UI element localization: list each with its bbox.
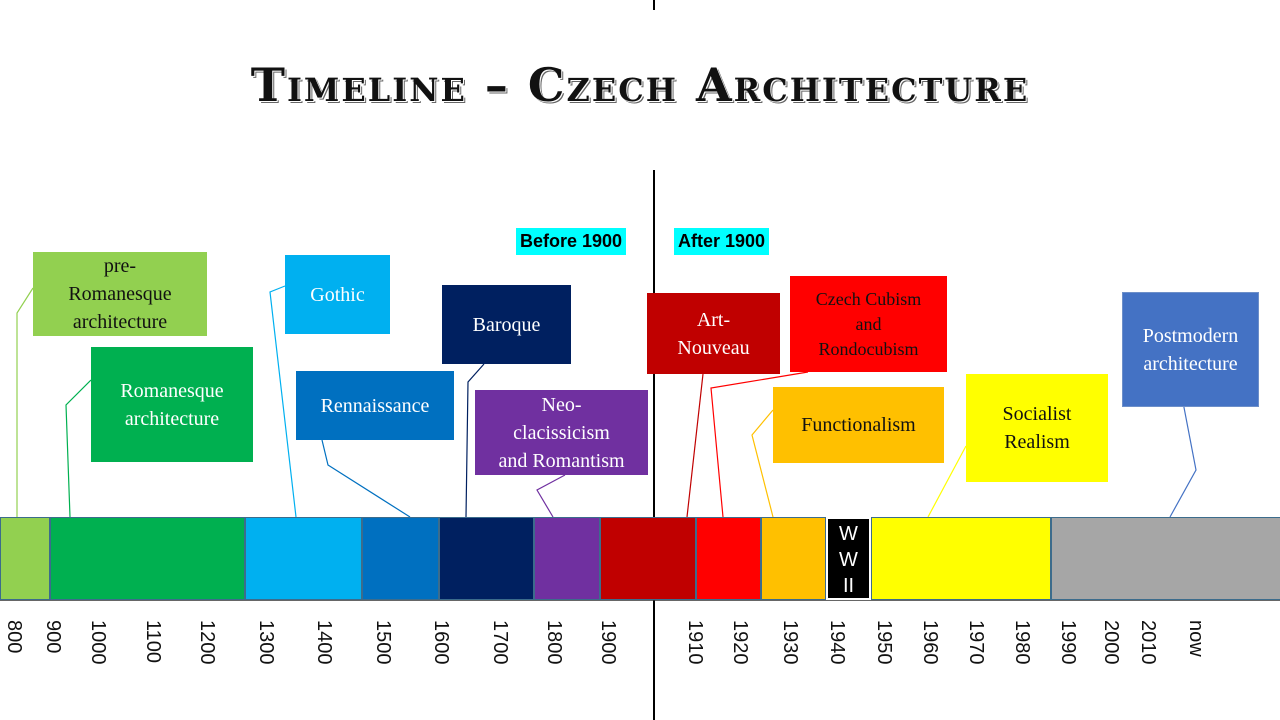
style-box-line: Rennaissance [320, 394, 430, 417]
style-box-line: clacissicism [513, 421, 610, 444]
style-box-line: Czech Cubism [815, 288, 922, 309]
leader-line-romanesque [65, 379, 92, 518]
year-label: 1960 [919, 620, 941, 665]
style-box-line: Neo- [541, 393, 582, 416]
before-1900-label: Before 1900 [516, 228, 627, 255]
leader-line-socialist [927, 445, 967, 518]
style-box-line: and Romantism [498, 449, 625, 472]
year-label: now [1185, 620, 1207, 657]
style-box-line: Baroque [472, 313, 541, 336]
year-label: 1100 [142, 620, 164, 664]
year-label: 2000 [1100, 620, 1122, 665]
style-box-line: Socialist [1002, 403, 1072, 425]
bar-segment-preromanesque [0, 517, 50, 600]
style-box-line: Art- [696, 308, 731, 331]
after-1900-label: After 1900 [674, 228, 770, 255]
style-box-baroque: Baroque [442, 285, 571, 364]
leader-line-artnouveau [686, 373, 704, 518]
year-label: 1000 [87, 620, 109, 665]
style-box-romanesque: Romanesque architecture [91, 347, 253, 462]
year-label: 1300 [255, 620, 277, 665]
style-box-line: architecture [1143, 352, 1238, 375]
bar-segment-romanesque [50, 517, 245, 600]
leader-line-cubism [710, 371, 809, 518]
year-label: 800 [3, 620, 25, 654]
bar-segment-cubism [696, 517, 761, 600]
bar-segment-ww2: W W II [826, 517, 871, 600]
year-label: 1600 [430, 620, 452, 665]
style-box-line: architecture [124, 407, 220, 430]
bar-segment-neoclassicism [534, 517, 600, 600]
style-box-line: Nouveau [677, 336, 750, 359]
year-label: 1700 [489, 620, 511, 665]
leader-line-neoclassicism [536, 474, 566, 518]
year-label: 900 [42, 620, 64, 654]
page-title: Timeline – Czech Architecture [250, 58, 1030, 112]
style-box-socialist: Socialist Realism [966, 374, 1108, 482]
bar-segment-postmodern [1051, 517, 1280, 600]
style-box-line: Romanesque [120, 379, 224, 402]
leader-line-renaissance [321, 439, 411, 518]
style-box-cubism: Czech Cubism and Rondocubism [790, 276, 947, 372]
style-box-line: Realism [1004, 431, 1070, 453]
year-label: 1930 [779, 620, 801, 665]
year-label: 1500 [372, 620, 394, 665]
style-box-line: Postmodern [1142, 324, 1239, 347]
bar-segment-socialist [871, 517, 1051, 600]
year-label: 1920 [729, 620, 751, 665]
year-label: 1950 [873, 620, 895, 665]
year-label: 2010 [1137, 620, 1159, 665]
year-label: 1910 [684, 620, 706, 665]
style-box-functionalism: Functionalism [773, 387, 944, 463]
bar-segment-baroque [439, 517, 534, 600]
style-box-line: Rondocubism [818, 338, 919, 359]
year-label: 1800 [543, 620, 565, 665]
year-label: 1990 [1057, 620, 1079, 665]
style-box-line: and [855, 313, 882, 334]
style-box-line: architecture [72, 311, 168, 333]
bar-segment-renaissance [362, 517, 439, 600]
style-box-preromanesque: pre- Romanesque architecture [33, 252, 207, 336]
leader-line-baroque [465, 363, 485, 518]
leader-line-functionalism [751, 409, 774, 518]
style-box-renaissance: Rennaissance [296, 371, 454, 440]
ww2-label: W W II [839, 523, 858, 597]
style-box-line: Gothic [310, 283, 365, 306]
year-label: 1970 [965, 620, 987, 665]
year-label: 1940 [826, 620, 848, 665]
leader-line-preromanesque [16, 287, 34, 517]
style-box-line: Functionalism [801, 414, 916, 436]
year-label: 1200 [196, 620, 218, 665]
bar-segment-artnouveau [600, 517, 696, 600]
bar-segment-functionalism [761, 517, 826, 600]
leader-line-gothic [269, 285, 297, 518]
style-box-postmodern: Postmodern architecture [1122, 292, 1259, 407]
year-label: 1400 [313, 620, 335, 665]
year-label: 1900 [597, 620, 619, 665]
leader-line-postmodern [1169, 396, 1197, 518]
style-box-neoclassicism: Neo-clacissicism and Romantism [475, 390, 648, 475]
style-box-gothic: Gothic [285, 255, 390, 334]
style-box-artnouveau: Art- Nouveau [647, 293, 780, 374]
year-label: 1980 [1011, 620, 1033, 665]
style-box-line: pre- [103, 255, 137, 277]
style-box-line: Romanesque [68, 283, 172, 305]
bar-segment-gothic [245, 517, 362, 600]
